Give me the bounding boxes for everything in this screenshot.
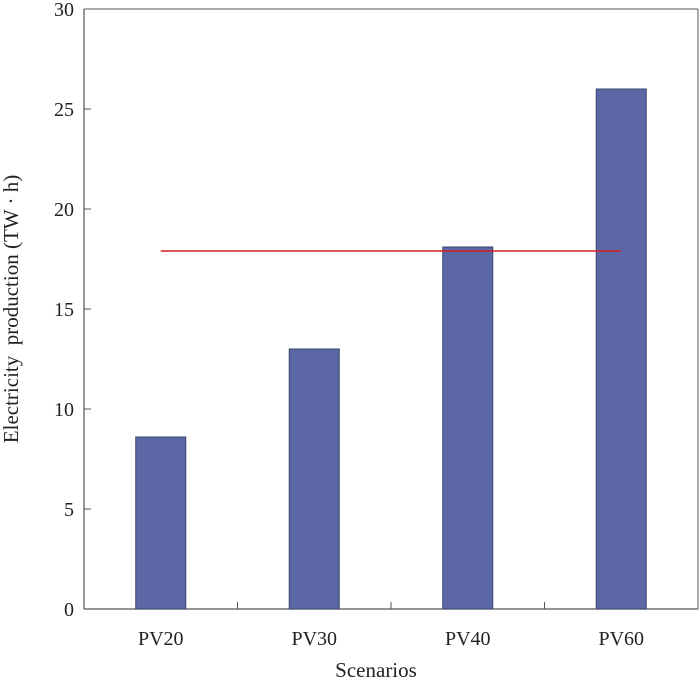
y-axis: 0 5 10 15 20 25 30	[54, 0, 91, 621]
bars	[135, 88, 647, 610]
y-tick-label: 10	[54, 399, 74, 421]
x-tick-label: PV30	[291, 628, 337, 650]
y-tick-label: 25	[54, 99, 74, 121]
bar-pv60	[595, 88, 647, 610]
bar-pv40	[442, 246, 494, 610]
x-axis: PV20 PV30 PV40 PV60	[138, 602, 644, 650]
y-tick-label: 20	[54, 199, 74, 221]
x-tick-label: PV40	[445, 628, 491, 650]
y-tick-label: 5	[64, 499, 74, 521]
y-tick-label: 30	[54, 0, 74, 21]
x-axis-title: Scenarios	[335, 658, 417, 682]
y-tick-label: 15	[54, 299, 74, 321]
y-axis-title: Electricity production (TW · h)	[0, 175, 23, 443]
y-tick-label: 0	[64, 599, 74, 621]
bar-pv30	[288, 348, 340, 610]
x-tick-label: PV60	[598, 628, 644, 650]
bar-pv20	[135, 436, 187, 610]
x-tick-label: PV20	[138, 628, 184, 650]
